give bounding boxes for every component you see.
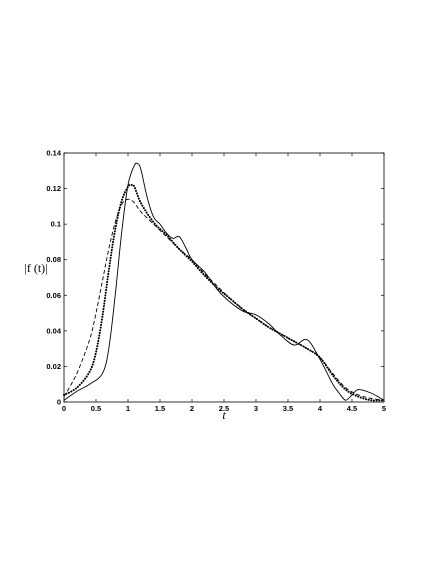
x-tick-label: 0 (62, 404, 66, 413)
x-tick-label: 1 (126, 404, 130, 413)
series-layer (63, 162, 385, 402)
series-line-solid (63, 162, 385, 401)
y-tick-label: 0.12 (46, 184, 61, 193)
x-tick-label: 4 (318, 404, 323, 413)
axis-ticks (63, 152, 385, 403)
y-tick-label: 0 (57, 398, 61, 407)
x-tick-label: 2.5 (219, 404, 229, 413)
x-axis-label: t (222, 408, 226, 422)
y-tick-label: 0.14 (46, 149, 61, 158)
series-line-dotted (63, 183, 385, 402)
y-axis-label: |f (t)| (24, 261, 47, 275)
x-tick-label: 1.5 (155, 404, 165, 413)
y-tick-label: 0.1 (51, 220, 61, 229)
x-tick-label: 2 (190, 404, 194, 413)
x-tick-label: 4.5 (347, 404, 357, 413)
x-tick-label: 3.5 (283, 404, 293, 413)
x-tick-label: 5 (382, 404, 386, 413)
y-tick-label: 0.04 (46, 326, 61, 335)
x-tick-label: 0.5 (91, 404, 101, 413)
x-tick-label: 3 (254, 404, 258, 413)
y-tick-label: 0.02 (46, 362, 61, 371)
y-tick-label: 0.08 (46, 255, 61, 264)
tick-labels: 0 0.5 1 1.5 2 2.5 3 3.5 4 4.5 5 0 0.02 0.04 0.06 0.08 0.… (46, 149, 386, 414)
plot-frame (63, 152, 385, 403)
y-tick-label: 0.06 (46, 291, 61, 300)
series-line-dashed (63, 198, 385, 401)
